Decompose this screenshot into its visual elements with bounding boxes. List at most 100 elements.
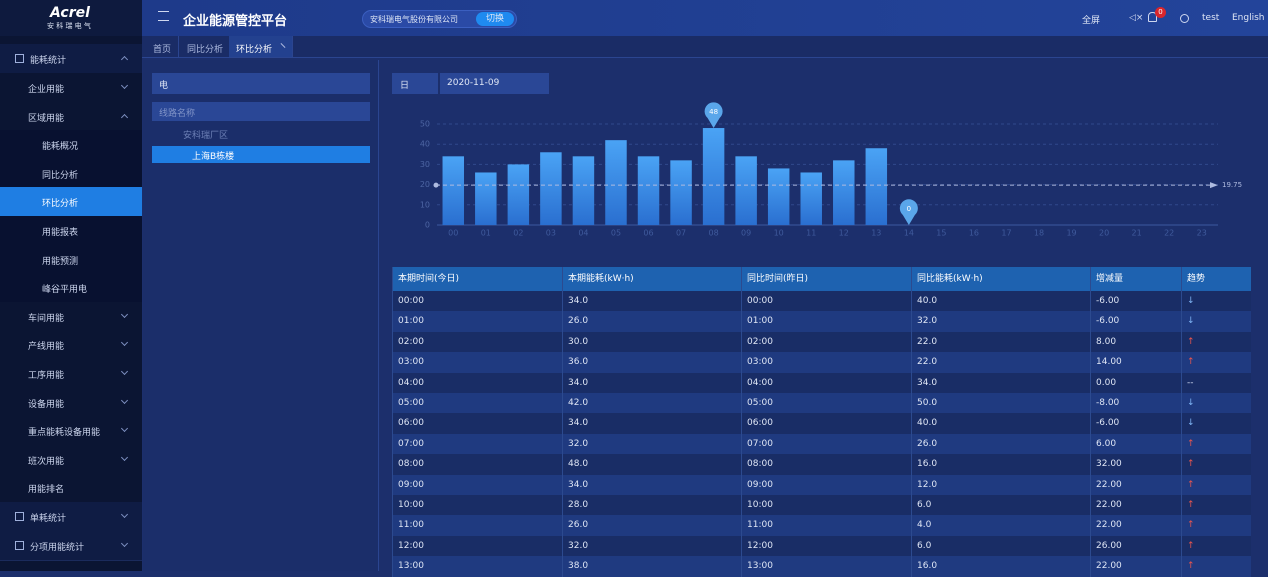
bar [800,172,822,225]
x-tick-label: 19 [1066,229,1076,238]
chevron [120,453,129,461]
nav-item[interactable]: 车间用能 [0,301,142,331]
nav-item[interactable]: 分项用能统计 [0,531,142,561]
table-cell: ↓ [1181,393,1251,414]
table-cell: 05:00 [392,393,562,414]
tab-label: 环比分析 [236,45,273,55]
mute-icon[interactable]: ◁× [1129,13,1144,23]
table-cell: 12:00 [741,535,911,557]
help-icon[interactable] [1180,14,1189,23]
bar [637,156,660,225]
table-cell: 40.0 [911,413,1090,434]
date-picker[interactable]: 2020-11-09 [440,73,549,94]
table-cell: 22.00 [1090,556,1181,577]
nav-item[interactable]: 峰谷平用电 [0,273,142,302]
tree-root[interactable]: 安科瑞厂区 [183,131,229,141]
average-start [433,182,439,188]
table-cell: 06:00 [741,413,911,434]
table-cell: 04:00 [392,372,562,393]
nav-item[interactable]: 同比分析 [0,158,142,188]
language[interactable]: English [1232,13,1265,23]
nav-item[interactable]: 工序用能 [0,359,142,388]
energy-select[interactable]: 电 [152,73,370,94]
table-cell: -8.00 [1090,393,1181,414]
table-cell: 14.00 [1090,352,1181,373]
tab[interactable]: 首页 [146,36,180,57]
energy-value: 电 [159,81,169,91]
tab[interactable]: 环比分析 [229,36,294,57]
switch-button[interactable]: 切换 [476,12,514,26]
table-cell: 00:00 [741,291,911,312]
table-cell: 32.0 [562,535,741,557]
table-cell: 34.0 [562,413,741,434]
tree-child: 上海B栋楼 [192,152,235,162]
header-cell: 本期时间(今日) [392,267,562,291]
logo-sub: 安 科 瑞 电 气 [47,22,91,30]
y-tick-label: 10 [420,200,430,209]
table-cell: 8.00 [1090,331,1181,353]
nav-label: 单耗统计 [30,514,67,524]
nav-label: 班次用能 [28,456,65,467]
nav-item[interactable]: 班次用能 [0,444,142,474]
x-tick-label: 03 [546,229,556,238]
table-cell: 38.0 [562,556,741,577]
fullscreen[interactable]: 全屏 [1082,16,1101,26]
table-cell: 13:00 [392,556,562,577]
table-row: 00:00 34.0 00:00 40.0 -6.00 ↓ [392,291,1251,312]
nav-item[interactable]: 区域用能 [0,101,142,131]
table-cell: ↑ [1181,515,1251,536]
chevron [120,396,129,404]
table-cell: 42.0 [562,393,741,414]
menu-icon[interactable] [158,11,169,21]
table-cell: 11:00 [392,515,562,536]
table-cell: 13:00 [741,556,911,577]
left-panel: 电 线路名称 安科瑞厂区 上海B栋楼 [143,60,379,571]
nav-label: 能耗概况 [42,142,79,153]
nav-label: 同比分析 [42,170,79,181]
table-cell: 08:00 [741,454,911,475]
nav-item[interactable]: 单耗统计 [0,502,142,532]
y-tick-label: 30 [420,160,430,169]
nav-item[interactable]: 设备用能 [0,387,142,417]
table-cell: 40.0 [911,291,1090,312]
table-cell: 26.0 [562,515,741,536]
x-tick-label: 08 [709,229,719,238]
nav-item[interactable]: 用能报表 [0,216,142,245]
table-row: 06:00 34.0 06:00 40.0 -6.00 ↓ [392,413,1251,434]
table-cell: 00:00 [392,291,562,312]
search-input[interactable]: 线路名称 [152,102,370,121]
y-tick-label: 40 [420,140,430,149]
period-select[interactable]: 日 [392,73,438,94]
table-cell: ↑ [1181,454,1251,475]
table-cell: 28.0 [562,495,741,516]
bar [670,160,692,225]
table-cell: 32.0 [562,433,741,455]
nav-label: 工序用能 [28,371,65,381]
bar [507,164,530,225]
x-tick-label: 20 [1099,229,1109,238]
table-row: 11:00 26.0 11:00 4.0 22.00 ↑ [392,515,1251,536]
table-header: 本期时间(今日) 本期能耗(kW·h) 同比时间(昨日) 同比能耗(kW·h) 增减量趋… [392,267,1251,291]
table-cell: 07:00 [392,433,562,455]
chevron [120,367,129,376]
nav-item[interactable]: 能耗概况 [0,130,142,159]
user[interactable]: test [1202,13,1220,23]
table-cell: 50.0 [911,393,1090,414]
table-row: 02:00 30.0 02:00 22.0 8.00 ↑ [392,331,1251,353]
nav-item[interactable]: 企业用能 [0,73,142,102]
table-row: 04:00 34.0 04:00 34.0 0.00 -- [392,372,1251,393]
x-tick-label: 23 [1197,229,1207,238]
nav-item[interactable]: 产线用能 [0,330,142,359]
table-cell: 03:00 [392,352,562,373]
table-cell: 30.0 [562,331,741,353]
nav-item[interactable]: 用能预测 [0,244,142,274]
bar [735,156,757,225]
nav-item[interactable]: 环比分析 [0,187,142,216]
table-cell: ↑ [1181,331,1251,353]
nav-item[interactable]: 用能排名 [0,473,142,502]
table-cell: ↓ [1181,291,1251,312]
company-select[interactable]: 安科瑞电气股份有限公司 切换 [362,10,517,28]
nav-item[interactable]: 重点能耗设备用能 [0,416,142,445]
tree-node-selected[interactable]: 上海B栋楼 [152,146,370,163]
table-row: 01:00 26.0 01:00 32.0 -6.00 ↓ [392,311,1251,332]
